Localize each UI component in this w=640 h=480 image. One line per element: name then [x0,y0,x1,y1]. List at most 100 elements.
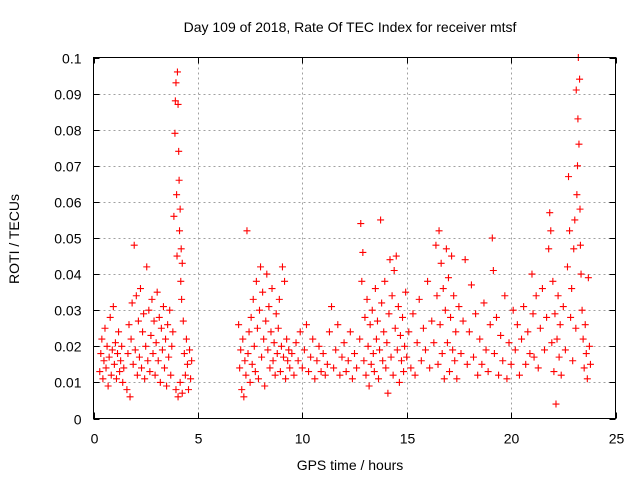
data-point [146,368,154,376]
data-point [499,357,507,365]
data-point [250,342,258,350]
data-point [150,317,158,325]
data-point [362,371,370,379]
data-point [157,324,165,332]
data-point [573,191,581,199]
data-point [148,295,156,303]
data-point [129,360,137,368]
data-point [381,277,389,285]
data-point [278,263,286,271]
data-point [393,346,401,354]
data-point [450,292,458,300]
data-point [298,364,306,372]
data-point [392,252,400,260]
data-point [149,350,157,358]
data-point [261,382,269,390]
data-point [405,328,413,336]
data-point [384,389,392,397]
data-point [501,292,509,300]
data-point [251,368,259,376]
data-point [495,371,503,379]
data-point [356,335,364,343]
data-point [484,368,492,376]
data-point [152,339,160,347]
data-point [538,285,546,293]
data-point [559,303,567,311]
data-point [153,288,161,296]
y-tick-label: 0.07 [54,159,81,175]
data-point [403,353,411,361]
data-point [140,310,148,318]
data-point [106,313,114,321]
data-point [433,292,441,300]
data-point [281,277,289,285]
data-point [116,368,124,376]
data-point [294,357,302,365]
data-point [109,303,117,311]
data-point [371,285,379,293]
data-point [254,375,262,383]
data-point [395,378,403,386]
data-point [156,378,164,386]
data-point [253,324,261,332]
data-point [376,346,384,354]
x-tick-label: 5 [195,431,203,447]
data-point [547,227,555,235]
data-point [172,386,180,394]
data-point [555,353,563,361]
data-point [480,299,488,307]
data-point [338,353,346,361]
y-tick-label: 0.01 [54,375,81,391]
data-point [104,382,112,390]
data-point [426,364,434,372]
data-point [178,259,186,267]
data-point [486,321,494,329]
data-point [529,310,537,318]
data-point [524,328,532,336]
data-point [336,371,344,379]
data-point [188,357,196,365]
data-point [419,324,427,332]
data-point [252,277,260,285]
data-point [556,321,564,329]
data-point [173,191,181,199]
data-point [584,274,592,282]
data-point [283,335,291,343]
y-tick-label: 0.02 [54,339,81,355]
data-point [126,393,134,401]
data-point [313,357,321,365]
data-point [102,364,110,372]
data-point [428,317,436,325]
data-point [302,321,310,329]
data-point [574,115,582,123]
data-point [457,350,465,358]
data-point [167,371,175,379]
data-point [180,350,188,358]
data-point [245,328,253,336]
data-point [132,292,140,300]
data-point [570,245,578,253]
data-point [474,371,482,379]
data-point [135,353,143,361]
data-point [557,371,565,379]
data-point [181,371,189,379]
data-point [168,342,176,350]
data-point [290,371,298,379]
data-point [176,378,184,386]
data-point [185,386,193,394]
data-point [96,368,104,376]
data-point [440,375,448,383]
data-point [119,378,127,386]
data-point [377,216,385,224]
data-point [489,266,497,274]
data-point [461,256,469,264]
data-point [488,234,496,242]
data-point [482,346,490,354]
data-point [288,350,296,358]
data-point [147,331,155,339]
data-point [342,368,350,376]
data-point [415,295,423,303]
data-point [568,285,576,293]
data-point [237,346,245,354]
